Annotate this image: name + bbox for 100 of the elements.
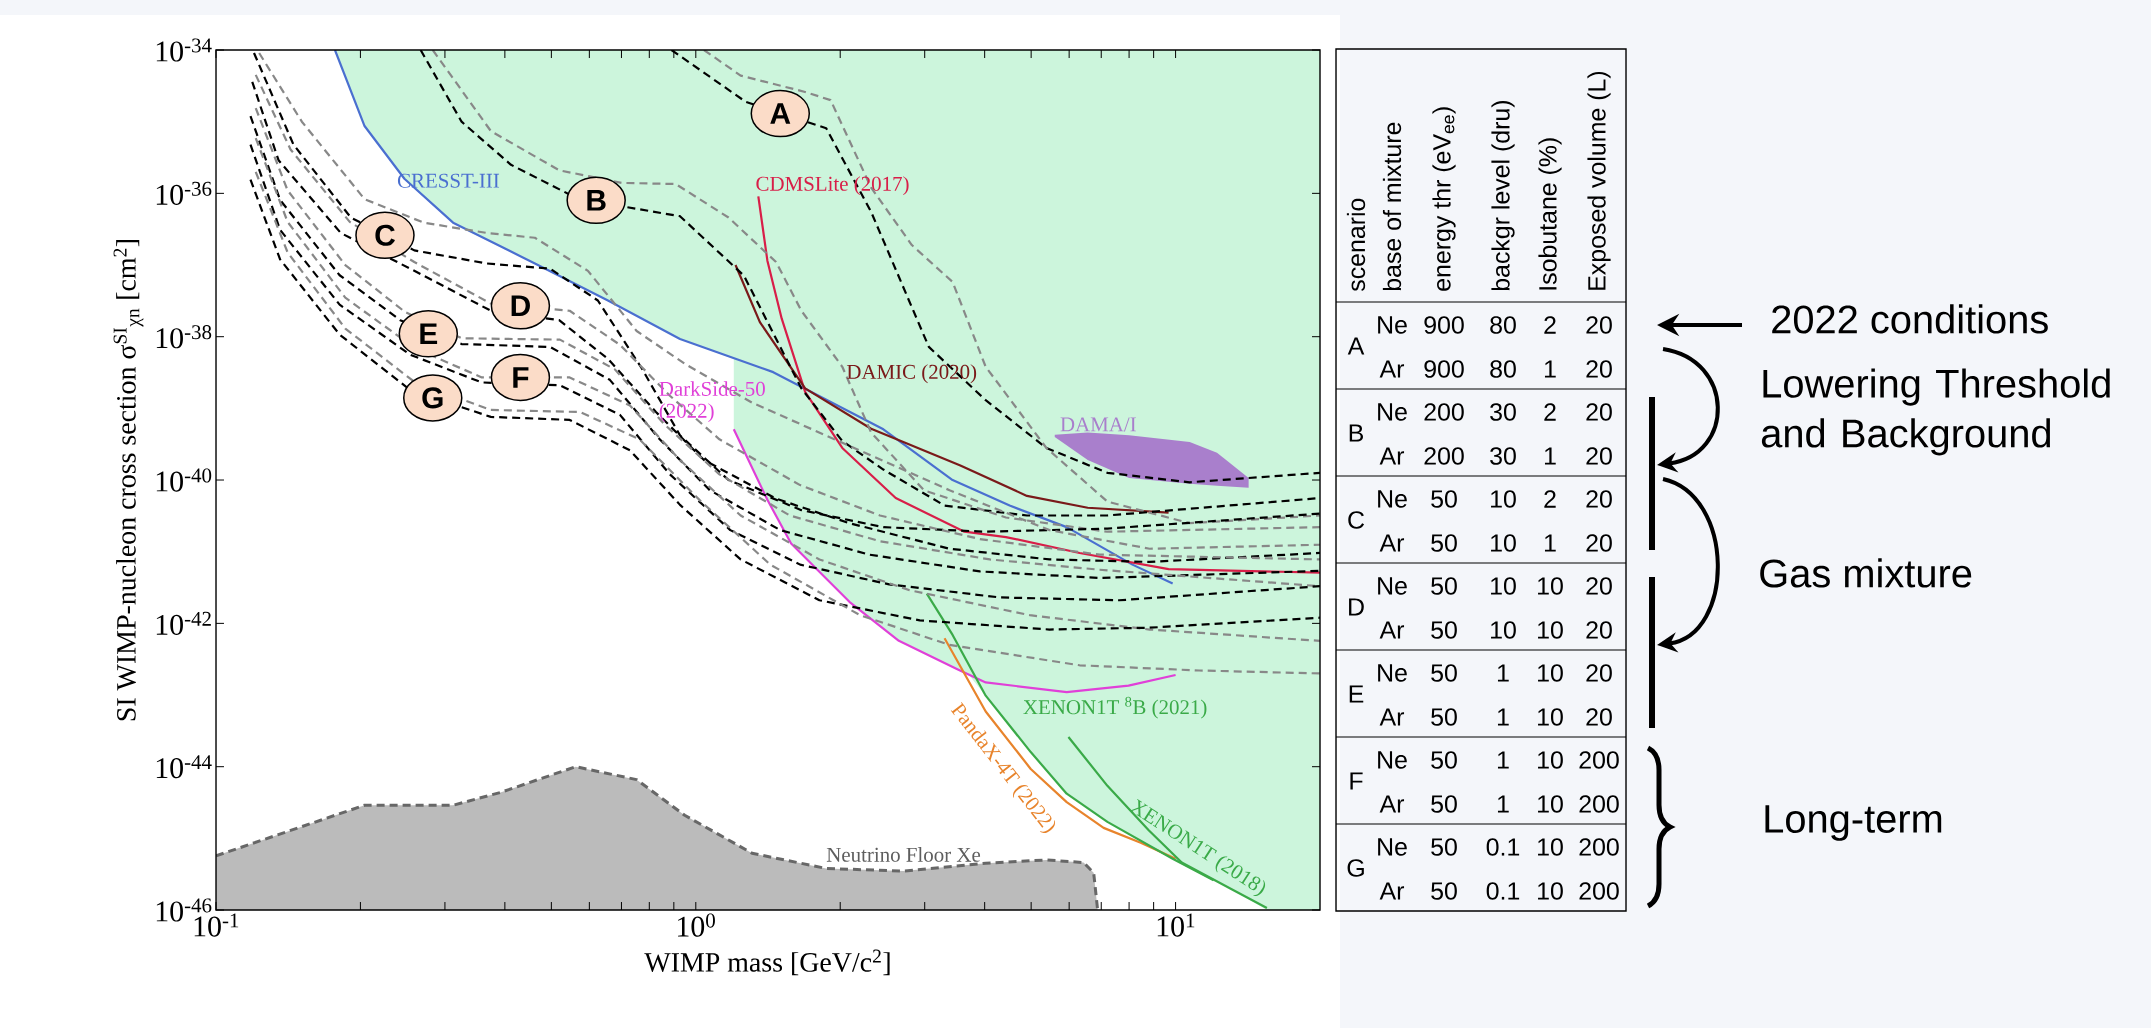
text: 1 [1497,664,1509,682]
text: 50 [1431,751,1457,769]
text: 50 [1431,664,1457,682]
text: 1 [1497,708,1509,726]
y-tick-label: 10$^{-40}$ [156,468,212,492]
text: 900 [1424,360,1464,378]
annotation: E [420,323,438,345]
text: Gas mixture [1760,558,1972,588]
text: 900 [1424,316,1464,334]
annotation: G [422,387,443,409]
text: 20 [1586,403,1612,421]
text: 0.1 [1486,838,1520,856]
text: 20 [1586,534,1612,552]
text: 10 [1491,490,1516,508]
text: 20 [1586,360,1612,378]
text: Ne [1378,751,1407,769]
text: 50 [1431,708,1457,726]
text: Ar [1379,882,1405,900]
annotation: A [770,103,791,124]
text: 10 [1538,795,1563,813]
text: 10 [1538,621,1563,639]
category-label: backgr level (dru) [1491,100,1515,291]
text: 2 [1544,316,1556,334]
x-tick-label: 10$^{0}$ [678,913,715,937]
text: Ar [1379,534,1405,552]
text: 50 [1431,838,1457,856]
text: Ar [1379,708,1405,726]
text: Long-term [1765,805,1942,841]
legend-label: DAMA/I [1060,417,1136,432]
text: 50 [1431,577,1457,595]
annotation: C [375,224,395,246]
annotation: B [587,190,606,211]
category-label: scenario [1346,198,1366,292]
y-tick-label: 10$^{-42}$ [156,611,211,635]
text: 20 [1586,490,1612,508]
text: Ne [1378,577,1407,595]
text: 30 [1490,447,1516,465]
text: 20 [1586,708,1612,726]
x-tick-label: 10$^{1}$ [1157,913,1195,937]
text: 10 [1491,621,1516,639]
category-label: C [1348,511,1365,529]
y-tick-label: 10$^{-44}$ [156,755,212,779]
text: Ar [1379,621,1405,639]
category-label: base of mixture [1382,122,1402,291]
text: 50 [1431,621,1457,639]
text: 50 [1431,882,1457,900]
text: 20 [1586,664,1612,682]
text: 200 [1579,882,1619,900]
text: 10 [1538,838,1563,856]
text: 20 [1586,577,1612,595]
category-label: energy thr (eV$_{ee}$) [1432,107,1456,291]
annotation: D [511,295,530,317]
text: 1 [1497,795,1509,813]
category-label: Exposed volume (L) [1587,71,1611,290]
series-label: DarkSide-50 (2022) [659,381,765,423]
text: 2 [1544,403,1556,421]
text: 50 [1431,534,1457,552]
text: 20 [1586,447,1612,465]
text: 200 [1579,795,1619,813]
text: 10 [1538,882,1563,900]
text: 30 [1490,403,1516,421]
category-label: Isobutane (%) [1538,138,1562,290]
series-label: CDMSLite (2017) [756,176,909,196]
text: 10 [1538,664,1563,682]
category-label: B [1349,424,1363,442]
text: 80 [1490,316,1516,334]
text: Ar [1379,360,1405,378]
series-label: DAMIC (2020) [846,364,977,384]
text: 10 [1538,577,1563,595]
text: 200 [1424,447,1464,465]
text: Lowering Threshold and Background [1761,368,2110,456]
text: Ne [1378,403,1407,421]
text: 50 [1431,795,1457,813]
text: 2022 conditions [1772,304,2048,334]
text: 20 [1586,316,1612,334]
category-label: D [1349,598,1364,616]
text: Ne [1378,664,1407,682]
y-tick-label: 10$^{-34}$ [156,38,212,62]
y-tick-label: 10$^{-38}$ [156,325,212,349]
category-label: G [1347,859,1364,877]
text: 2 [1544,490,1556,508]
text: 1 [1544,534,1556,552]
annotation: F [513,367,529,388]
text: 10 [1538,708,1563,726]
text: 10 [1491,577,1516,595]
text: 0.1 [1486,882,1520,900]
text: Ne [1378,838,1407,856]
text: Ne [1378,316,1407,334]
x-axis-title: WIMP mass [GeV/c$^{2}$] [644,949,890,976]
text: 10 [1491,534,1516,552]
category-label: F [1350,772,1363,790]
series-label: XENON1T $^{8}$B (2021) [1023,696,1207,719]
text: Ne [1378,490,1407,508]
text: Ar [1379,447,1405,465]
series-label: Neutrino Floor Xe [826,847,981,862]
text: 200 [1579,751,1619,769]
text: 10 [1538,751,1563,769]
text: 200 [1579,838,1619,856]
text: Ar [1379,795,1405,813]
text: 50 [1431,490,1457,508]
